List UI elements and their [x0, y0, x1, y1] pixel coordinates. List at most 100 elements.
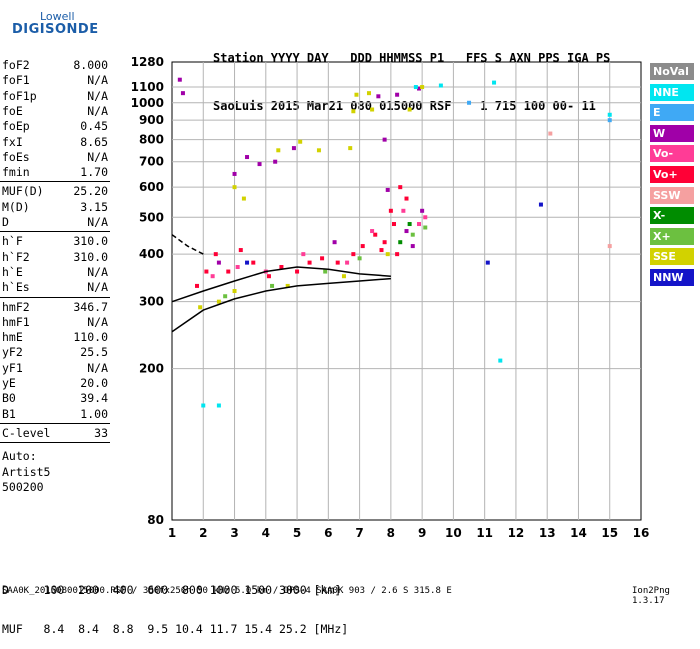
- trace-line: [171, 234, 204, 255]
- param-value: 1.00: [80, 406, 108, 421]
- param-name: hmE: [2, 330, 23, 345]
- data-point: [273, 159, 278, 164]
- data-point: [285, 283, 290, 288]
- param-foes: foEs N/A: [2, 150, 108, 165]
- param-value: 3.15: [80, 199, 108, 214]
- param-name: hmF2: [2, 299, 30, 314]
- param-name: h`F: [2, 234, 23, 249]
- data-point: [395, 92, 400, 97]
- x-tick-label: 2: [199, 526, 207, 540]
- param-name: C-level: [2, 425, 51, 440]
- data-point: [279, 265, 284, 270]
- data-point: [492, 80, 497, 85]
- axis-ticks: 1 2 3 4 5 6 7 8 9 10 11 12 13 14 15 1680200300400500600…: [131, 55, 650, 540]
- x-tick-label: 6: [324, 526, 332, 540]
- muf-row: MUF 8.4 8.4 8.8 9.5 10.4 11.7 15.4 25.2 …: [2, 622, 349, 636]
- x-tick-label: 12: [508, 526, 525, 540]
- param-name: fmin: [2, 165, 30, 180]
- series-sse: [198, 85, 425, 310]
- param-value: N/A: [87, 264, 108, 279]
- data-point: [388, 208, 393, 213]
- param-foep: foEp 0.45: [2, 119, 108, 134]
- data-point: [423, 225, 428, 230]
- x-tick-label: 16: [633, 526, 650, 540]
- legend-vo: Vo-: [650, 145, 694, 163]
- data-point: [345, 260, 350, 265]
- muf-table: D 100 200 400 600 800 1000 1500 3000 [km…: [2, 558, 348, 649]
- param-hmf1: hmF1 N/A: [2, 315, 108, 330]
- param-name: h`F2: [2, 249, 30, 264]
- y-tick-label: 80: [147, 513, 164, 527]
- param-value: 33: [94, 425, 108, 440]
- x-tick-label: 5: [293, 526, 301, 540]
- data-point: [385, 252, 390, 257]
- data-point: [398, 240, 403, 245]
- ionogram-plot: 1 2 3 4 5 6 7 8 9 10 11 12 13 14 15 1680200300400500600…: [131, 55, 650, 540]
- legend-ssw: SSW: [650, 186, 694, 204]
- data-point: [382, 137, 387, 142]
- data-point: [195, 283, 200, 288]
- param-md: M(D) 3.15: [2, 200, 108, 215]
- data-point: [354, 92, 359, 97]
- x-tick-label: 4: [262, 526, 270, 540]
- separator: [0, 231, 110, 233]
- param-hf: h`F 310.0: [2, 234, 108, 249]
- echo-points: [177, 77, 612, 408]
- auto-info-line: Artist5: [2, 464, 51, 479]
- param-name: yE: [2, 376, 16, 390]
- y-tick-label: 900: [139, 113, 164, 127]
- data-point: [407, 107, 412, 112]
- param-value: 25.5: [80, 345, 108, 360]
- legend-e: E: [650, 104, 694, 122]
- data-point: [607, 244, 612, 249]
- trace-line: [171, 266, 391, 303]
- y-tick-label: 1000: [131, 96, 164, 110]
- data-point: [341, 274, 346, 279]
- data-point: [257, 162, 262, 167]
- data-point: [498, 358, 503, 363]
- data-point: [204, 269, 209, 274]
- separator: [0, 181, 110, 183]
- data-point: [232, 171, 237, 176]
- data-point: [413, 85, 418, 90]
- data-point: [320, 256, 325, 261]
- data-point: [607, 112, 612, 117]
- param-hf2: h`F2 310.0: [2, 250, 108, 265]
- y-tick-label: 300: [139, 295, 164, 309]
- data-point: [245, 260, 250, 265]
- trace-line: [171, 277, 391, 333]
- param-value: 346.7: [73, 299, 108, 314]
- data-point: [213, 252, 218, 257]
- legend-nnw: NNW: [650, 269, 694, 286]
- data-point: [251, 260, 256, 265]
- trace-lines: [171, 234, 391, 333]
- param-name: foF1p: [2, 88, 37, 103]
- data-point: [351, 252, 356, 257]
- data-point: [266, 274, 271, 279]
- param-fxi: fxI 8.65: [2, 135, 108, 150]
- param-value: N/A: [87, 149, 108, 164]
- x-tick-label: 3: [230, 526, 238, 540]
- data-point: [373, 232, 378, 237]
- legend-vo: Vo+: [650, 166, 694, 183]
- data-point: [404, 196, 409, 201]
- data-point: [232, 185, 237, 190]
- param-name: M(D): [2, 199, 30, 214]
- data-point: [467, 100, 472, 105]
- param-name: B0: [2, 391, 16, 406]
- x-tick-label: 1: [168, 526, 176, 540]
- distance-row: D 100 200 400 600 800 1000 1500 3000 [km…: [2, 583, 342, 597]
- data-point: [357, 256, 362, 261]
- data-point: [307, 260, 312, 265]
- data-point: [548, 131, 553, 136]
- y-tick-label: 800: [139, 133, 164, 147]
- legend-noval: NoVal: [650, 63, 694, 80]
- param-value: 8.65: [80, 134, 108, 149]
- param-fof2: foF2 8.000: [2, 58, 108, 73]
- param-name: h`Es: [2, 280, 30, 295]
- param-name: h`E: [2, 264, 23, 279]
- series-e: [467, 100, 612, 123]
- version-label: Ion2Png 1.3.17: [632, 586, 670, 606]
- param-ye: yE 20.0: [2, 376, 108, 391]
- series-x: [398, 222, 412, 245]
